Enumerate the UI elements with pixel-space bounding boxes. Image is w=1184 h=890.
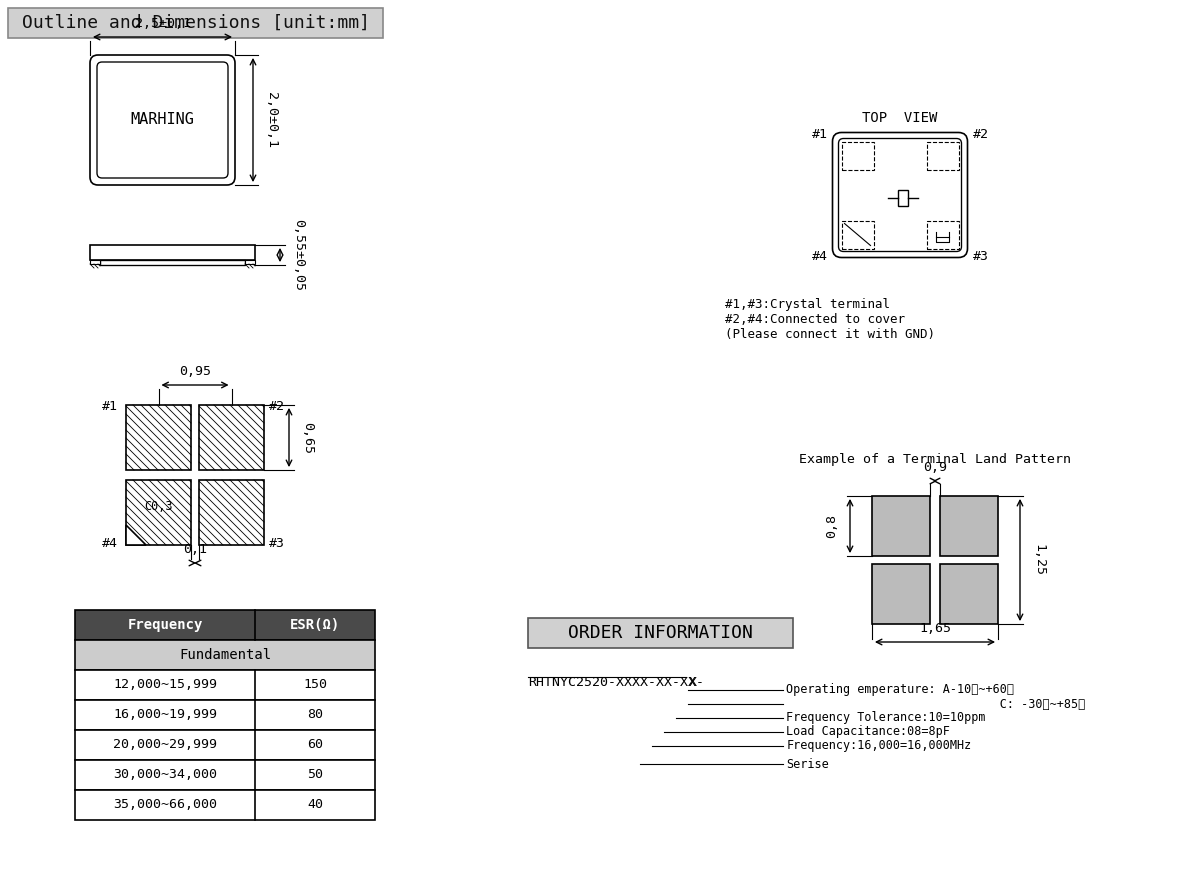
Text: 2,0±0,1: 2,0±0,1 <box>265 92 278 148</box>
Text: 60: 60 <box>307 739 323 751</box>
Text: Serise: Serise <box>786 757 829 771</box>
Text: 0,95: 0,95 <box>179 365 211 378</box>
Text: ESR(Ω): ESR(Ω) <box>290 618 340 632</box>
Text: #2,#4:Connected to cover: #2,#4:Connected to cover <box>725 313 905 326</box>
Text: Fundamental: Fundamental <box>179 648 271 662</box>
Bar <box>8 8 382 38</box>
Bar <box>842 221 874 248</box>
Text: Operating emperature: A-10℃~+60℃: Operating emperature: A-10℃~+60℃ <box>786 684 1015 697</box>
Bar <box>90 245 255 260</box>
Text: Load Capacitance:08=8pF: Load Capacitance:08=8pF <box>786 725 951 739</box>
Bar <box>927 221 959 248</box>
Text: #3: #3 <box>972 249 989 263</box>
Bar <box>90 260 99 264</box>
Polygon shape <box>126 525 146 545</box>
Bar <box>126 405 191 470</box>
Bar <box>940 496 998 556</box>
Text: 150: 150 <box>303 678 327 692</box>
Bar <box>75 790 375 820</box>
Bar <box>927 142 959 169</box>
Text: Frequency: Frequency <box>128 618 202 632</box>
Text: 50: 50 <box>307 768 323 781</box>
Bar <box>126 480 191 545</box>
Text: X: X <box>688 676 696 689</box>
Text: C: -30℃~+85℃: C: -30℃~+85℃ <box>786 698 1086 710</box>
Text: #1: #1 <box>811 127 828 141</box>
Text: Frequency Tolerance:10=10ppm: Frequency Tolerance:10=10ppm <box>786 711 986 724</box>
Text: 0,1: 0,1 <box>184 543 207 556</box>
Text: 1,25: 1,25 <box>1032 544 1045 576</box>
Bar <box>75 730 375 760</box>
Text: 0,8: 0,8 <box>825 514 838 538</box>
Text: 0,65: 0,65 <box>301 422 314 454</box>
Bar <box>842 142 874 169</box>
Bar <box>75 700 375 730</box>
Bar <box>871 564 929 624</box>
FancyBboxPatch shape <box>838 139 961 252</box>
Text: 80: 80 <box>307 708 323 722</box>
Bar <box>75 670 375 700</box>
Bar <box>75 640 375 670</box>
FancyBboxPatch shape <box>832 133 967 257</box>
Text: 0,9: 0,9 <box>924 461 947 474</box>
Text: #1: #1 <box>102 400 118 413</box>
Text: 0,55±0,05: 0,55±0,05 <box>292 219 305 291</box>
Bar <box>245 260 255 264</box>
Text: #2: #2 <box>972 127 989 141</box>
Text: 20,000~29,999: 20,000~29,999 <box>112 739 217 751</box>
FancyBboxPatch shape <box>90 55 234 185</box>
Text: 12,000~15,999: 12,000~15,999 <box>112 678 217 692</box>
Bar <box>199 480 264 545</box>
Text: 35,000~66,000: 35,000~66,000 <box>112 798 217 812</box>
Text: MARHING: MARHING <box>130 112 194 127</box>
Bar <box>75 760 375 790</box>
Bar <box>199 405 264 470</box>
Text: #1,#3:Crystal terminal: #1,#3:Crystal terminal <box>725 298 890 311</box>
Text: Example of a Terminal Land Pattern: Example of a Terminal Land Pattern <box>799 453 1072 466</box>
Text: 30,000~34,000: 30,000~34,000 <box>112 768 217 781</box>
Text: Frequency:16,000=16,000MHz: Frequency:16,000=16,000MHz <box>786 740 972 753</box>
Bar <box>940 564 998 624</box>
Text: 2,5±0,1: 2,5±0,1 <box>135 17 191 30</box>
Bar <box>528 618 793 648</box>
Text: TOP  VIEW: TOP VIEW <box>862 110 938 125</box>
Text: #4: #4 <box>102 537 118 550</box>
Bar <box>897 190 908 206</box>
FancyBboxPatch shape <box>97 62 229 178</box>
Bar <box>99 260 245 265</box>
Text: #4: #4 <box>811 249 828 263</box>
Text: Outline and Dimensions [unit:mm]: Outline and Dimensions [unit:mm] <box>21 14 369 32</box>
Text: RHTNYC2520-XXXX-XX-XX-: RHTNYC2520-XXXX-XX-XX- <box>528 676 704 689</box>
Bar <box>871 496 929 556</box>
Text: ORDER INFORMATION: ORDER INFORMATION <box>568 624 753 642</box>
Text: 1,65: 1,65 <box>919 622 951 635</box>
Text: #2: #2 <box>269 400 285 413</box>
Bar <box>75 610 375 640</box>
Text: 40: 40 <box>307 798 323 812</box>
Text: C0,3: C0,3 <box>144 499 173 513</box>
Text: 16,000~19,999: 16,000~19,999 <box>112 708 217 722</box>
Text: (Please connect it with GND): (Please connect it with GND) <box>725 328 935 341</box>
Text: #3: #3 <box>269 537 285 550</box>
